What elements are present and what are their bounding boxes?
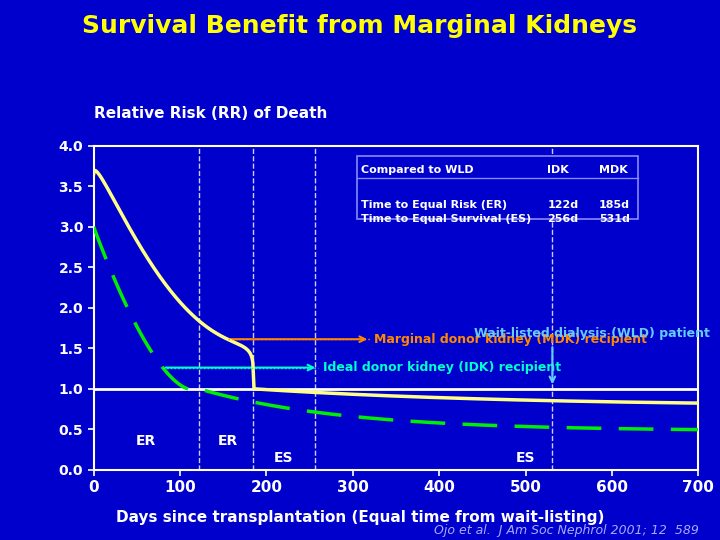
Text: Days since transplantation (Equal time from wait-listing): Days since transplantation (Equal time f… (116, 510, 604, 525)
Text: Time to Equal Risk (ER): Time to Equal Risk (ER) (361, 200, 508, 210)
Text: Time to Equal Survival (ES): Time to Equal Survival (ES) (361, 214, 531, 224)
Text: MDK: MDK (599, 165, 628, 176)
Text: ES: ES (516, 451, 536, 464)
Text: Survival Benefit from Marginal Kidneys: Survival Benefit from Marginal Kidneys (83, 14, 637, 37)
Text: ER: ER (217, 435, 238, 448)
Text: IDK: IDK (547, 165, 569, 176)
Text: 185d: 185d (599, 200, 630, 210)
Text: ES: ES (274, 451, 294, 464)
Text: Wait-listed dialysis (WLD) patient: Wait-listed dialysis (WLD) patient (474, 327, 710, 340)
Text: Ideal donor kidney (IDK) recipient: Ideal donor kidney (IDK) recipient (323, 361, 561, 374)
Text: 531d: 531d (599, 214, 630, 224)
Text: Marginal donor kidney (MDK) recipient: Marginal donor kidney (MDK) recipient (374, 333, 647, 346)
Text: Ojo et al.  J Am Soc Nephrol 2001; 12  589: Ojo et al. J Am Soc Nephrol 2001; 12 589 (433, 524, 698, 537)
Text: Relative Risk (RR) of Death: Relative Risk (RR) of Death (94, 106, 327, 122)
Text: 256d: 256d (547, 214, 578, 224)
FancyBboxPatch shape (357, 156, 638, 219)
Text: 122d: 122d (547, 200, 578, 210)
Text: ER: ER (135, 435, 156, 448)
Text: Compared to WLD: Compared to WLD (361, 165, 474, 176)
